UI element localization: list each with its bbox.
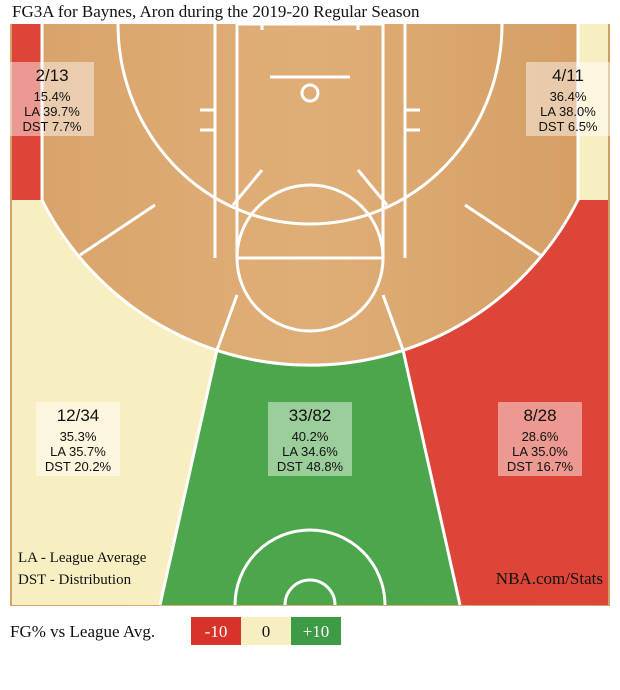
zone-pct: 15.4% — [34, 89, 71, 104]
zone-left-corner — [12, 24, 42, 200]
zone-pct: 40.2% — [292, 429, 329, 444]
zone-center — [160, 350, 460, 605]
court-lines — [40, 22, 580, 606]
zone-dst: DST 7.7% — [22, 119, 81, 134]
legend-item: -10 — [205, 622, 228, 641]
zone-pct: 36.4% — [550, 89, 587, 104]
note: LA - League Average — [18, 550, 147, 566]
source: NBA.com/Stats — [496, 569, 603, 588]
zone-fraction: 4/11 — [552, 66, 584, 85]
zone-left-wing — [12, 200, 217, 605]
legend-item: 0 — [262, 622, 271, 641]
title: FG3A for Baynes, Aron during the 2019-20… — [12, 2, 420, 21]
zone-dst: DST 6.5% — [538, 119, 597, 134]
zone-la: LA 38.0% — [540, 104, 596, 119]
legend-label: FG% vs League Avg. — [10, 622, 155, 641]
zone-fraction: 2/13 — [35, 66, 68, 85]
zone-box — [498, 402, 582, 476]
zone-box — [10, 62, 94, 136]
zone-pct: 28.6% — [522, 429, 559, 444]
zone-right-wing — [403, 200, 608, 605]
zone-box — [268, 402, 352, 476]
zone-la: LA 34.6% — [282, 444, 338, 459]
zone-box — [36, 402, 120, 476]
legend-swatch — [191, 617, 241, 645]
legend-swatch — [241, 617, 291, 645]
zone-fraction: 12/34 — [57, 406, 100, 425]
zone-dst: DST 48.8% — [277, 459, 344, 474]
legend-swatch — [291, 617, 341, 645]
legend-item: +10 — [303, 622, 330, 641]
note: DST - Distribution — [18, 572, 132, 588]
zone-la: LA 35.0% — [512, 444, 568, 459]
zone-pct: 35.3% — [60, 429, 97, 444]
zone-dst: DST 16.7% — [507, 459, 574, 474]
zone-labels: 2/13 15.4%LA 39.7%DST 7.7% 4/11 36.4%LA 38.… — [10, 62, 610, 476]
zone-box — [526, 62, 610, 136]
zone-la: LA 39.7% — [24, 104, 80, 119]
zone-right-corner — [578, 24, 608, 200]
zone-la: LA 35.7% — [50, 444, 106, 459]
zone-fraction: 8/28 — [523, 406, 556, 425]
zone-dst: DST 20.2% — [45, 459, 112, 474]
zone-fraction: 33/82 — [289, 406, 332, 425]
